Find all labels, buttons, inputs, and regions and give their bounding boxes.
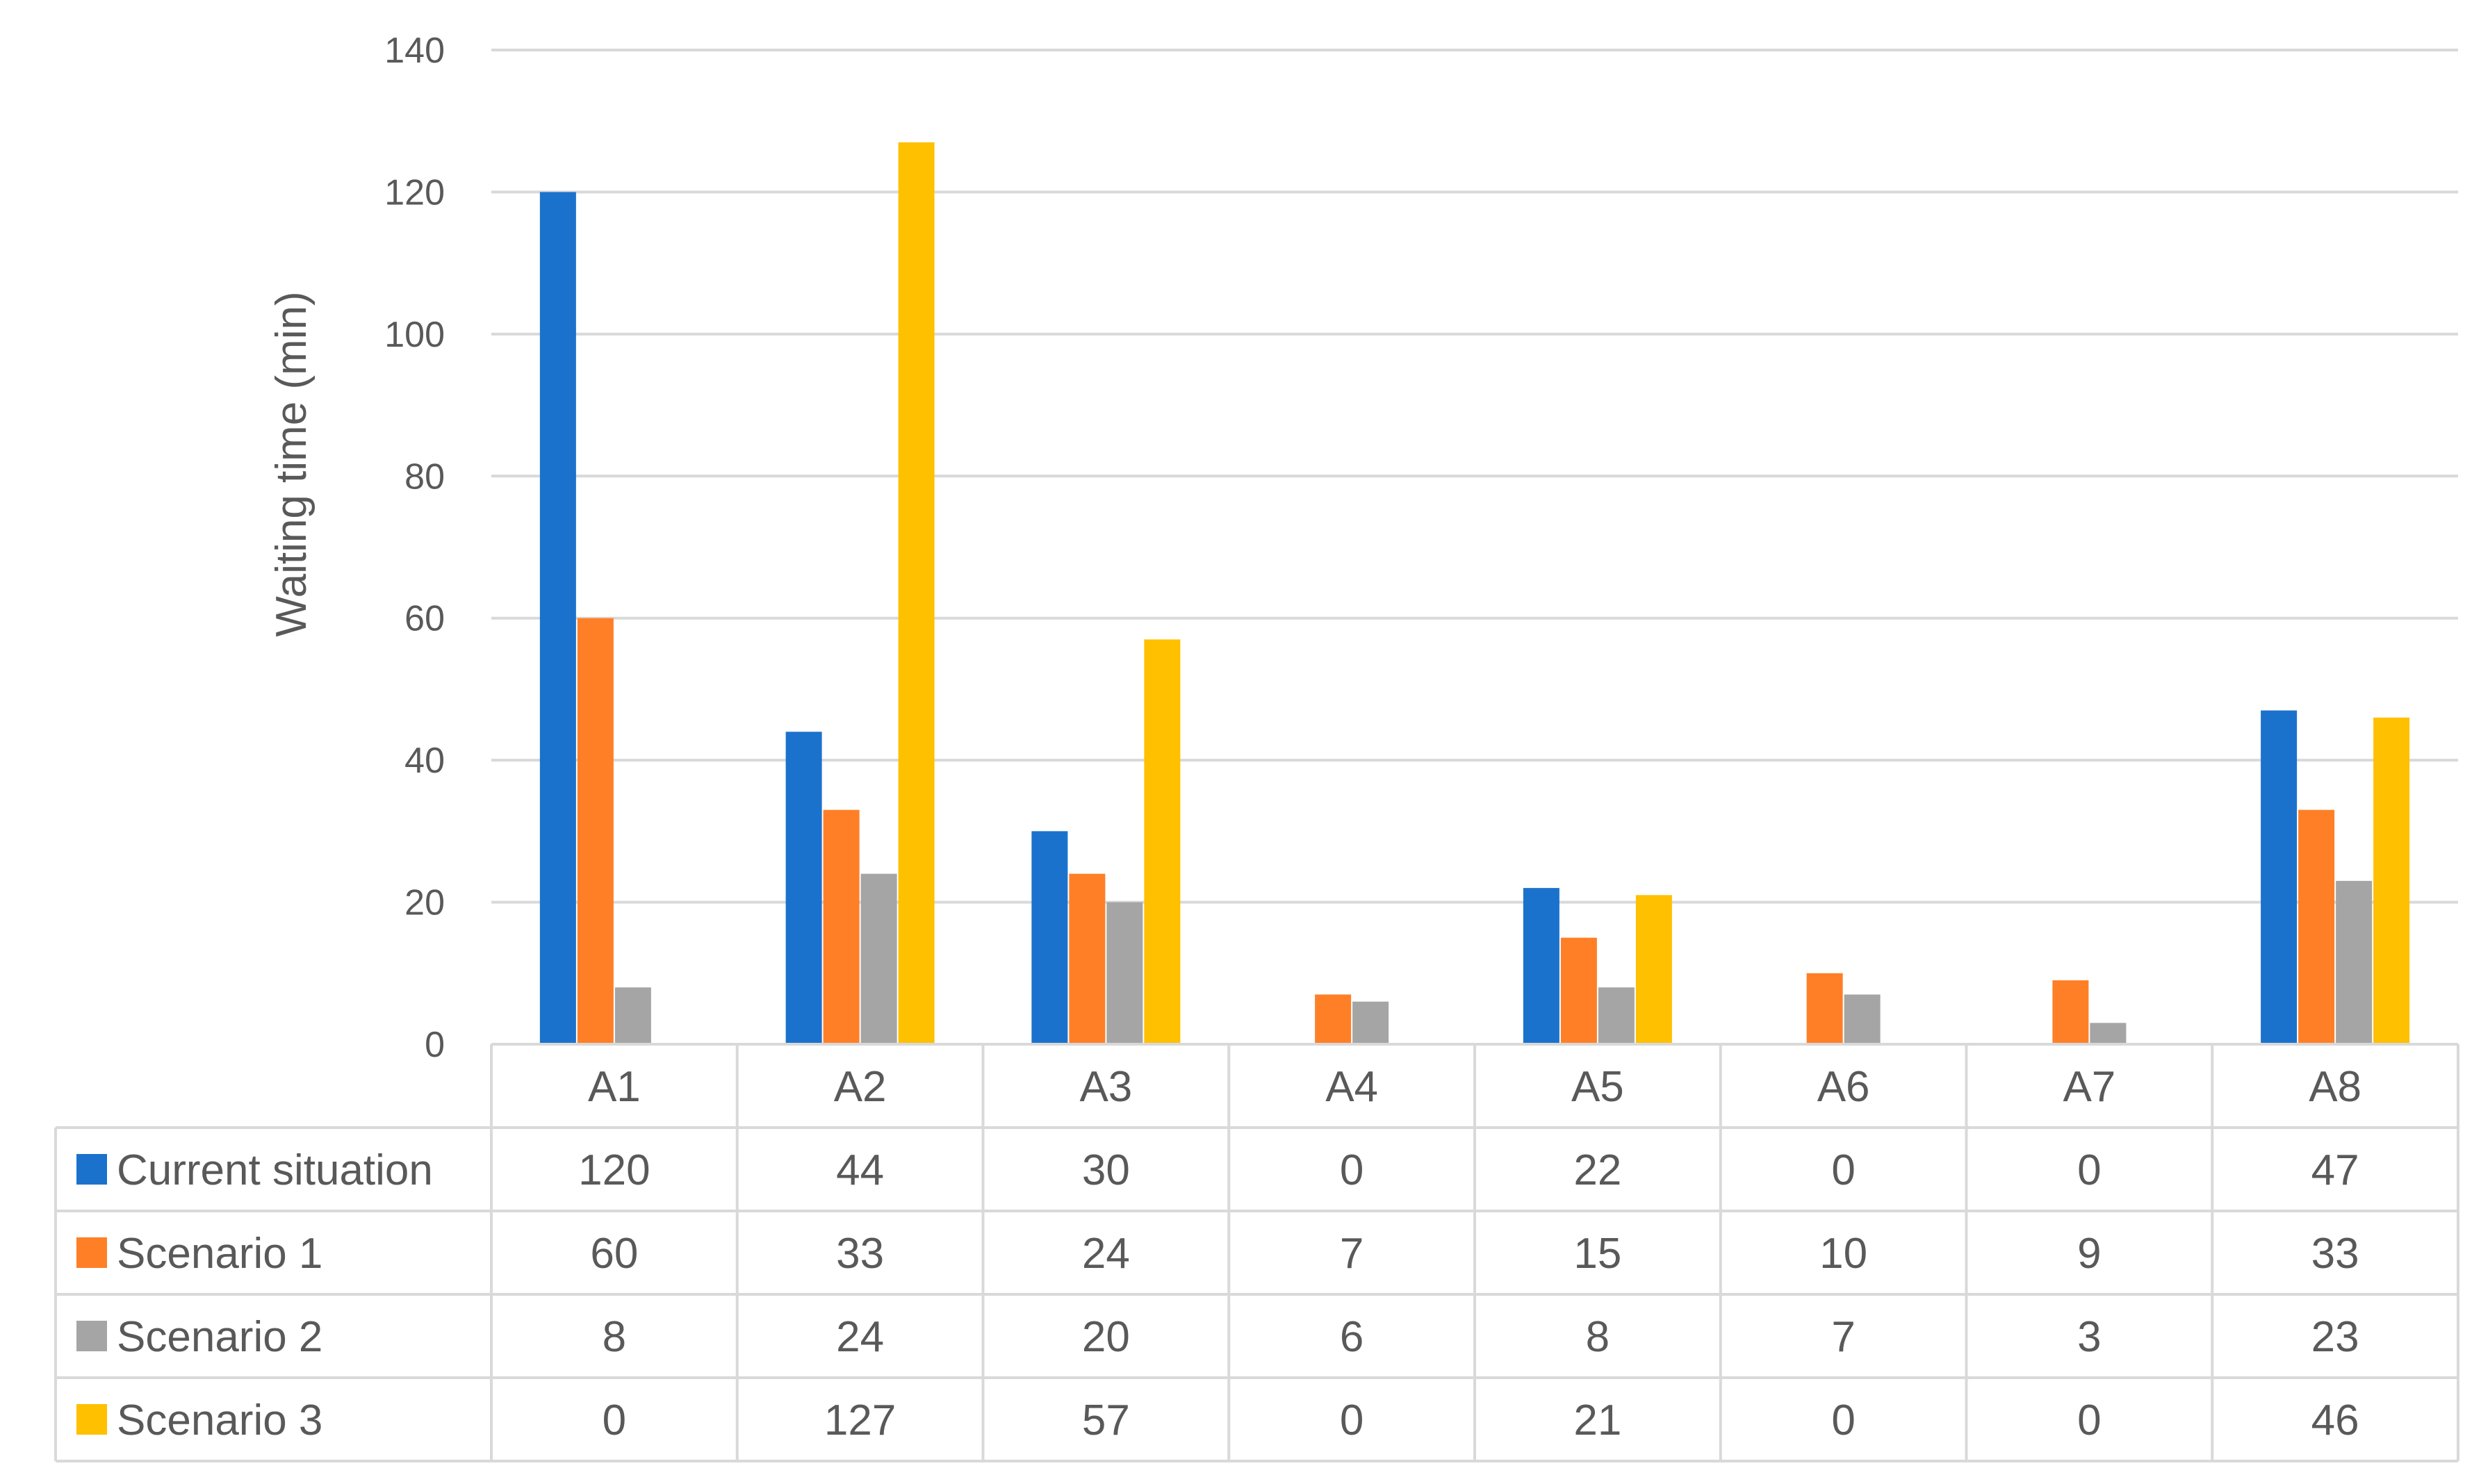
bar-a2-series-2	[823, 809, 860, 1044]
y-tick-label: 40	[404, 741, 445, 781]
bar-a4-series-3	[1352, 1001, 1389, 1044]
bar-a4-series-2	[1315, 994, 1352, 1044]
category-label: A4	[1325, 1063, 1378, 1111]
bar-a7-series-3	[2090, 1023, 2127, 1044]
bar-a2-series-1	[785, 732, 822, 1044]
data-table-value: 0	[2077, 1146, 2101, 1194]
bar-a7-series-2	[2052, 980, 2089, 1044]
data-table-value: 23	[2311, 1313, 2359, 1361]
bar-a3-series-2	[1069, 873, 1106, 1044]
data-table-value: 33	[836, 1230, 884, 1278]
bar-a3-series-3	[1106, 902, 1143, 1044]
bar-a5-series-3	[1598, 987, 1635, 1044]
legend-swatch	[76, 1404, 107, 1435]
bar-a1-series-3	[614, 987, 651, 1044]
data-table-value: 24	[836, 1313, 884, 1361]
legend-label: Scenario 1	[117, 1230, 322, 1278]
data-table-value: 47	[2311, 1146, 2359, 1194]
category-label: A3	[1079, 1063, 1132, 1111]
data-table-value: 0	[1831, 1396, 1855, 1444]
data-table-value: 0	[2077, 1396, 2101, 1444]
y-tick-label: 140	[384, 31, 445, 71]
bar-a3-series-1	[1031, 831, 1068, 1044]
bar-a1-series-2	[577, 618, 614, 1044]
bar-a8-series-1	[2261, 710, 2298, 1044]
bar-a8-series-4	[2373, 717, 2410, 1044]
data-table-value: 127	[824, 1396, 896, 1444]
data-table-value: 120	[578, 1146, 650, 1194]
category-label: A1	[588, 1063, 641, 1111]
y-tick-label: 100	[384, 315, 445, 355]
bar-a6-series-2	[1806, 973, 1843, 1044]
y-tick-label: 80	[404, 456, 445, 497]
category-label: A6	[1817, 1063, 1870, 1111]
bar-a8-series-3	[2336, 880, 2373, 1044]
bars	[539, 142, 2410, 1045]
data-table-value: 44	[836, 1146, 884, 1194]
legend-swatch	[76, 1321, 107, 1351]
legend-label: Current situation	[117, 1146, 433, 1194]
data-table-value: 30	[1082, 1146, 1130, 1194]
y-axis-ticks: 0 20 40 60 80 100 120 140	[384, 31, 445, 1065]
bar-a5-series-2	[1560, 937, 1597, 1044]
y-tick-label: 60	[404, 599, 445, 639]
legend-label: Scenario 2	[117, 1313, 322, 1361]
data-table-value: 9	[2077, 1230, 2101, 1278]
data-table-value: 0	[1340, 1396, 1364, 1444]
legend-swatch	[76, 1237, 107, 1268]
y-axis-label: Waiting time (min)	[268, 291, 316, 636]
y-tick-label: 20	[404, 883, 445, 923]
data-table-value: 0	[1831, 1146, 1855, 1194]
data-table-value: 7	[1340, 1230, 1364, 1278]
data-table-value: 60	[590, 1230, 638, 1278]
category-label: A2	[834, 1063, 887, 1111]
bar-a8-series-2	[2298, 809, 2335, 1044]
data-table-value: 6	[1340, 1313, 1364, 1361]
data-table-value: 3	[2077, 1313, 2101, 1361]
legend-label: Scenario 3	[117, 1396, 322, 1444]
data-table-value: 20	[1082, 1313, 1130, 1361]
data-table-value: 22	[1573, 1146, 1621, 1194]
bar-a5-series-1	[1523, 888, 1559, 1044]
data-table-value: 57	[1082, 1396, 1130, 1444]
data-table-value: 33	[2311, 1230, 2359, 1278]
bar-a5-series-4	[1635, 895, 1672, 1044]
y-tick-label: 0	[425, 1025, 445, 1065]
data-table-value: 8	[603, 1313, 626, 1361]
bar-a2-series-4	[898, 142, 935, 1045]
data-table-value: 0	[1340, 1146, 1364, 1194]
y-tick-label: 120	[384, 172, 445, 213]
data-table-value: 7	[1831, 1313, 1855, 1361]
bar-a2-series-3	[860, 873, 897, 1044]
legend-swatch	[76, 1154, 107, 1185]
data-table-value: 8	[1586, 1313, 1610, 1361]
bar-a3-series-4	[1144, 639, 1181, 1044]
category-label: A5	[1571, 1063, 1624, 1111]
data-table-value: 0	[603, 1396, 626, 1444]
data-table-value: 24	[1082, 1230, 1130, 1278]
bar-a6-series-3	[1844, 994, 1881, 1044]
category-label: A7	[2063, 1063, 2115, 1111]
data-table-value: 46	[2311, 1396, 2359, 1444]
data-table-value: 10	[1819, 1230, 1867, 1278]
bar-a1-series-1	[539, 192, 576, 1044]
data-table-value: 15	[1573, 1230, 1621, 1278]
data-table-value: 21	[1573, 1396, 1621, 1444]
category-label: A8	[2309, 1063, 2361, 1111]
